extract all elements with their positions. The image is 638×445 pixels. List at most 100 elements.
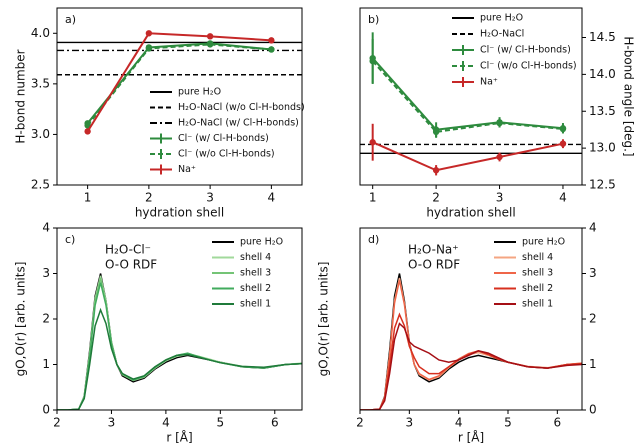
y-axis-label: gO,O(r) [arb. units] <box>317 262 331 377</box>
y-tick-label: 2 <box>589 312 597 326</box>
y-tick-label: 3.5 <box>31 76 50 90</box>
x-tick-label: 4 <box>268 191 276 205</box>
legend-label: shell 3 <box>240 268 271 279</box>
legend-label: shell 3 <box>522 268 553 279</box>
annotation: H₂O-Cl⁻ <box>105 243 151 257</box>
x-tick-label: 5 <box>217 416 225 430</box>
axes-frame <box>56 7 303 186</box>
x-tick-label: 3 <box>496 191 504 205</box>
data-point <box>268 46 275 53</box>
data-point <box>268 37 275 44</box>
legend-label: shell 4 <box>522 252 553 263</box>
y-axis-label: H-bond number <box>14 49 28 143</box>
x-tick-label: 2 <box>53 416 61 430</box>
plot-area <box>57 30 302 135</box>
x-tick-label: 2 <box>145 191 153 205</box>
panel-label: a) <box>65 13 76 26</box>
series-line <box>57 307 302 410</box>
data-point <box>145 30 153 37</box>
x-tick-label: 2 <box>432 191 440 205</box>
x-tick-label: 1 <box>369 191 377 205</box>
data-point <box>559 125 567 133</box>
data-point <box>369 57 376 65</box>
series-line <box>360 312 582 410</box>
axes-frame <box>359 7 583 186</box>
y-tick-label: 14.5 <box>589 30 616 44</box>
x-axis-label: hydration shell <box>135 206 224 220</box>
data-point <box>496 119 503 127</box>
y-tick-label: 2.5 <box>31 178 50 192</box>
y-tick-label: 12.5 <box>589 178 616 192</box>
data-point <box>84 128 91 135</box>
legend-label: H₂O-NaCl <box>480 29 524 40</box>
legend-label: pure H₂O <box>240 237 283 248</box>
data-point <box>84 122 91 129</box>
legend-label: Na⁺ <box>178 164 196 175</box>
legend-label: shell 1 <box>240 299 271 310</box>
y-tick-label: 1 <box>42 357 50 371</box>
series-line <box>360 322 582 410</box>
y-tick-label: 0 <box>42 403 50 417</box>
panel-label: d) <box>368 233 379 246</box>
y-tick-label: 4.0 <box>31 26 50 40</box>
x-tick-label: 3 <box>206 191 214 205</box>
x-tick-label: 3 <box>406 416 414 430</box>
x-tick-label: 6 <box>554 416 562 430</box>
x-tick-label: 2 <box>356 416 364 430</box>
y-tick-label: 14.0 <box>589 67 616 81</box>
x-axis-label: r [Å] <box>458 430 484 445</box>
annotation: H₂O-Na⁺ <box>408 243 459 257</box>
y-axis-label: H-bond angle [deg.] <box>622 36 636 156</box>
x-tick-label: 3 <box>108 416 116 430</box>
x-tick-label: 6 <box>271 416 279 430</box>
legend-label: H₂O-NaCl (w/o Cl-H-bonds) <box>178 102 305 113</box>
x-tick-label: 4 <box>162 416 170 430</box>
x-tick-label: 4 <box>455 416 463 430</box>
series-line <box>371 57 564 131</box>
legend-label: shell 1 <box>522 299 553 310</box>
x-tick-label: 1 <box>84 191 92 205</box>
plot-area <box>57 273 302 410</box>
legend-label: shell 2 <box>240 283 271 294</box>
y-tick-label: 4 <box>42 221 50 235</box>
panel: 1 2 3 4 12.5 13.0 13.5 14.0 14.5 hydration shell H… <box>359 7 636 220</box>
legend: pure H₂O shell 4 shell 3 shell 2 shell 1 <box>212 237 283 310</box>
data-point <box>432 167 440 174</box>
y-tick-label: 2 <box>42 312 50 326</box>
legend-label: pure H₂O <box>178 87 221 98</box>
legend-label: Cl⁻ (w/o Cl-H-bonds) <box>480 61 577 72</box>
data-point <box>432 128 440 136</box>
y-tick-label: 3 <box>42 266 50 280</box>
annotation: O-O RDF <box>105 258 157 272</box>
y-tick-label: 3.0 <box>31 127 50 141</box>
panel-label: b) <box>368 13 379 26</box>
legend: pure H₂O H₂O-NaCl Cl⁻ (w/ Cl-H-bonds) Cl⁻ (… <box>452 13 577 88</box>
axes-frame <box>56 227 303 411</box>
y-tick-label: 0 <box>589 403 597 417</box>
x-tick-label: 4 <box>559 191 567 205</box>
legend-label: Cl⁻ (w/ Cl-H-bonds) <box>480 45 571 56</box>
plot-area <box>360 32 582 176</box>
panel: 1 2 3 4 2.5 3.0 3.5 4.0 hydration shell H-bond nu… <box>14 7 305 220</box>
annotation: O-O RDF <box>408 258 460 272</box>
legend-label: Na⁺ <box>480 77 498 88</box>
y-tick-label: 1 <box>589 357 597 371</box>
data-point <box>559 140 567 147</box>
plot-area <box>360 273 582 410</box>
panel-label: c) <box>65 233 75 246</box>
series-line <box>86 32 272 132</box>
legend-label: pure H₂O <box>480 13 523 24</box>
y-tick-label: 4 <box>589 221 597 235</box>
axes-frame <box>359 227 583 411</box>
y-tick-label: 13.5 <box>589 104 616 118</box>
legend: pure H₂O shell 4 shell 3 shell 2 shell 1 <box>494 237 565 310</box>
y-axis-label: gO,O(r) [arb. units] <box>14 262 28 377</box>
data-point <box>206 33 214 40</box>
y-tick-label: 13.0 <box>589 141 616 155</box>
legend-label: shell 4 <box>240 252 271 263</box>
legend-label: pure H₂O <box>522 237 565 248</box>
data-point <box>369 139 376 146</box>
